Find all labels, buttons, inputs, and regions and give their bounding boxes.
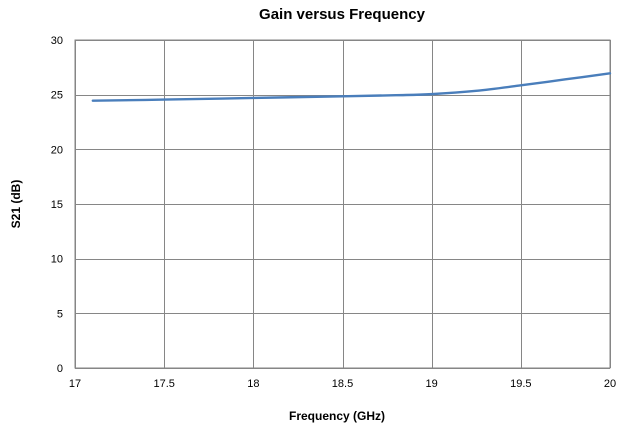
y-tick-label: 20 xyxy=(51,144,63,156)
plot-area-border xyxy=(74,39,611,369)
x-axis-ticks: 17 17.5 18 18.5 19 19.5 20 xyxy=(69,378,616,390)
x-tick-label: 19 xyxy=(426,378,438,390)
y-tick-label: 25 xyxy=(51,90,63,102)
grid-lines xyxy=(75,40,611,369)
x-tick-label: 18 xyxy=(247,378,259,390)
y-tick-label: 30 xyxy=(51,35,63,47)
y-tick-label: 0 xyxy=(57,363,63,375)
x-tick-label: 19.5 xyxy=(510,378,531,390)
chart-title: Gain versus Frequency xyxy=(259,6,426,23)
x-tick-label: 20 xyxy=(604,378,616,390)
x-tick-label: 17.5 xyxy=(153,378,174,390)
y-axis-label: S21 (dB) xyxy=(9,180,23,229)
y-axis-ticks: 0 5 10 15 20 25 30 xyxy=(51,35,63,375)
y-tick-label: 15 xyxy=(51,199,63,211)
y-tick-label: 10 xyxy=(51,254,63,266)
series-layer xyxy=(91,72,612,102)
y-tick-label: 5 xyxy=(57,308,63,320)
x-tick-label: 17 xyxy=(69,378,81,390)
x-tick-label: 18.5 xyxy=(332,378,353,390)
series-line-s21 xyxy=(91,72,612,102)
x-axis-label: Frequency (GHz) xyxy=(289,409,385,423)
